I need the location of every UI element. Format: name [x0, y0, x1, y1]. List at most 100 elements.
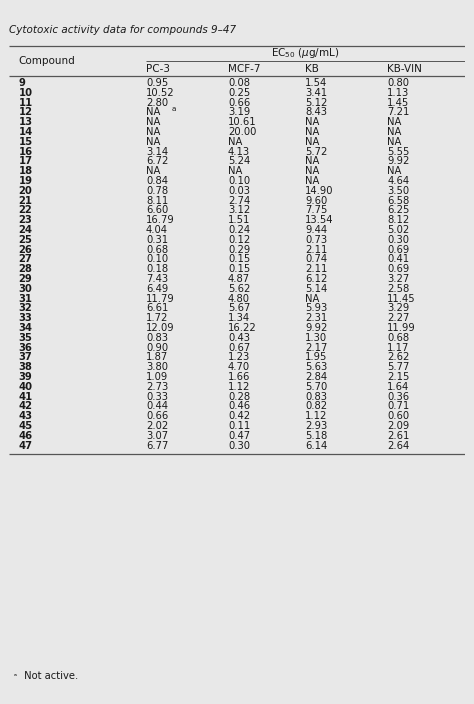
Text: 0.80: 0.80: [387, 78, 409, 88]
Text: 0.68: 0.68: [146, 244, 168, 255]
Text: 9.44: 9.44: [305, 225, 328, 235]
Text: 37: 37: [18, 353, 32, 363]
Text: 0.28: 0.28: [228, 391, 250, 401]
Text: 1.54: 1.54: [305, 78, 328, 88]
Text: 18: 18: [18, 166, 33, 176]
Text: 10.52: 10.52: [146, 88, 174, 98]
Text: 1.17: 1.17: [387, 343, 410, 353]
Text: 11.79: 11.79: [146, 294, 175, 303]
Text: 34: 34: [18, 323, 33, 333]
Text: PC-3: PC-3: [146, 64, 170, 74]
Text: 0.15: 0.15: [228, 264, 250, 275]
Text: 1.34: 1.34: [228, 313, 250, 323]
Text: 0.12: 0.12: [228, 235, 250, 245]
Text: 3.29: 3.29: [387, 303, 410, 313]
Text: 0.03: 0.03: [228, 186, 250, 196]
Text: 2.09: 2.09: [387, 421, 410, 431]
Text: NA: NA: [146, 108, 160, 118]
Text: 3.19: 3.19: [228, 108, 250, 118]
Text: 23: 23: [18, 215, 32, 225]
Text: 0.73: 0.73: [305, 235, 328, 245]
Text: 2.15: 2.15: [387, 372, 410, 382]
Text: 2.02: 2.02: [146, 421, 168, 431]
Text: 2.84: 2.84: [305, 372, 328, 382]
Text: NA: NA: [146, 117, 160, 127]
Text: 1.95: 1.95: [305, 353, 328, 363]
Text: 9.60: 9.60: [305, 196, 328, 206]
Text: 16.79: 16.79: [146, 215, 175, 225]
Text: 5.24: 5.24: [228, 156, 250, 166]
Text: 33: 33: [18, 313, 32, 323]
Text: 1.30: 1.30: [305, 333, 328, 343]
Text: 0.24: 0.24: [228, 225, 250, 235]
Text: NA: NA: [387, 166, 401, 176]
Text: 14: 14: [18, 127, 33, 137]
Text: 29: 29: [18, 274, 32, 284]
Text: 0.60: 0.60: [387, 411, 409, 421]
Text: 12: 12: [18, 108, 33, 118]
Text: NA: NA: [146, 127, 160, 137]
Text: 14.90: 14.90: [305, 186, 334, 196]
Text: NA: NA: [305, 176, 319, 186]
Text: 0.30: 0.30: [228, 441, 250, 451]
Text: 11: 11: [18, 98, 33, 108]
Text: 0.95: 0.95: [146, 78, 168, 88]
Text: 31: 31: [18, 294, 33, 303]
Text: 26: 26: [18, 244, 32, 255]
Text: 0.69: 0.69: [387, 264, 410, 275]
Text: NA: NA: [387, 127, 401, 137]
Text: 10.61: 10.61: [228, 117, 256, 127]
Text: 1.13: 1.13: [387, 88, 410, 98]
Text: 8.11: 8.11: [146, 196, 168, 206]
Text: 41: 41: [18, 391, 33, 401]
Text: 0.11: 0.11: [228, 421, 250, 431]
Text: 30: 30: [18, 284, 32, 294]
Text: 2.27: 2.27: [387, 313, 410, 323]
Text: 16.22: 16.22: [228, 323, 256, 333]
Text: 5.72: 5.72: [305, 146, 328, 156]
Text: 6.14: 6.14: [305, 441, 328, 451]
Text: 0.46: 0.46: [228, 401, 250, 411]
Text: 5.62: 5.62: [228, 284, 250, 294]
Text: 22: 22: [18, 206, 32, 215]
Text: 6.72: 6.72: [146, 156, 168, 166]
Text: 3.27: 3.27: [387, 274, 410, 284]
Text: 6.49: 6.49: [146, 284, 168, 294]
Text: 0.74: 0.74: [305, 254, 328, 265]
Text: 19: 19: [18, 176, 33, 186]
Text: 0.31: 0.31: [146, 235, 168, 245]
Text: 4.04: 4.04: [146, 225, 168, 235]
Text: a: a: [172, 106, 176, 112]
Text: 25: 25: [18, 235, 32, 245]
Text: 0.43: 0.43: [228, 333, 250, 343]
Text: KB-VIN: KB-VIN: [387, 64, 422, 74]
Text: NA: NA: [305, 117, 319, 127]
Text: 0.47: 0.47: [228, 431, 250, 441]
Text: 1.12: 1.12: [305, 411, 328, 421]
Text: 8.43: 8.43: [305, 108, 327, 118]
Text: 0.10: 0.10: [228, 176, 250, 186]
Text: 43: 43: [18, 411, 33, 421]
Text: NA: NA: [146, 166, 160, 176]
Text: 8.12: 8.12: [387, 215, 410, 225]
Text: Cytotoxic activity data for compounds 9–47: Cytotoxic activity data for compounds 9–…: [9, 25, 237, 35]
Text: 0.66: 0.66: [146, 411, 168, 421]
Text: 0.90: 0.90: [146, 343, 168, 353]
Text: 0.83: 0.83: [305, 391, 327, 401]
Text: 1.66: 1.66: [228, 372, 250, 382]
Text: 2.93: 2.93: [305, 421, 328, 431]
Text: 1.23: 1.23: [228, 353, 250, 363]
Text: NA: NA: [305, 156, 319, 166]
Text: 0.08: 0.08: [228, 78, 250, 88]
Text: 0.25: 0.25: [228, 88, 250, 98]
Text: 1.09: 1.09: [146, 372, 168, 382]
Text: 20: 20: [18, 186, 32, 196]
Text: 0.30: 0.30: [387, 235, 409, 245]
Text: 45: 45: [18, 421, 33, 431]
Text: 4.87: 4.87: [228, 274, 250, 284]
Text: 5.77: 5.77: [387, 362, 410, 372]
Text: 0.67: 0.67: [228, 343, 250, 353]
Text: 4.70: 4.70: [228, 362, 250, 372]
Text: 6.60: 6.60: [146, 206, 168, 215]
Text: ᵃ: ᵃ: [14, 672, 17, 681]
